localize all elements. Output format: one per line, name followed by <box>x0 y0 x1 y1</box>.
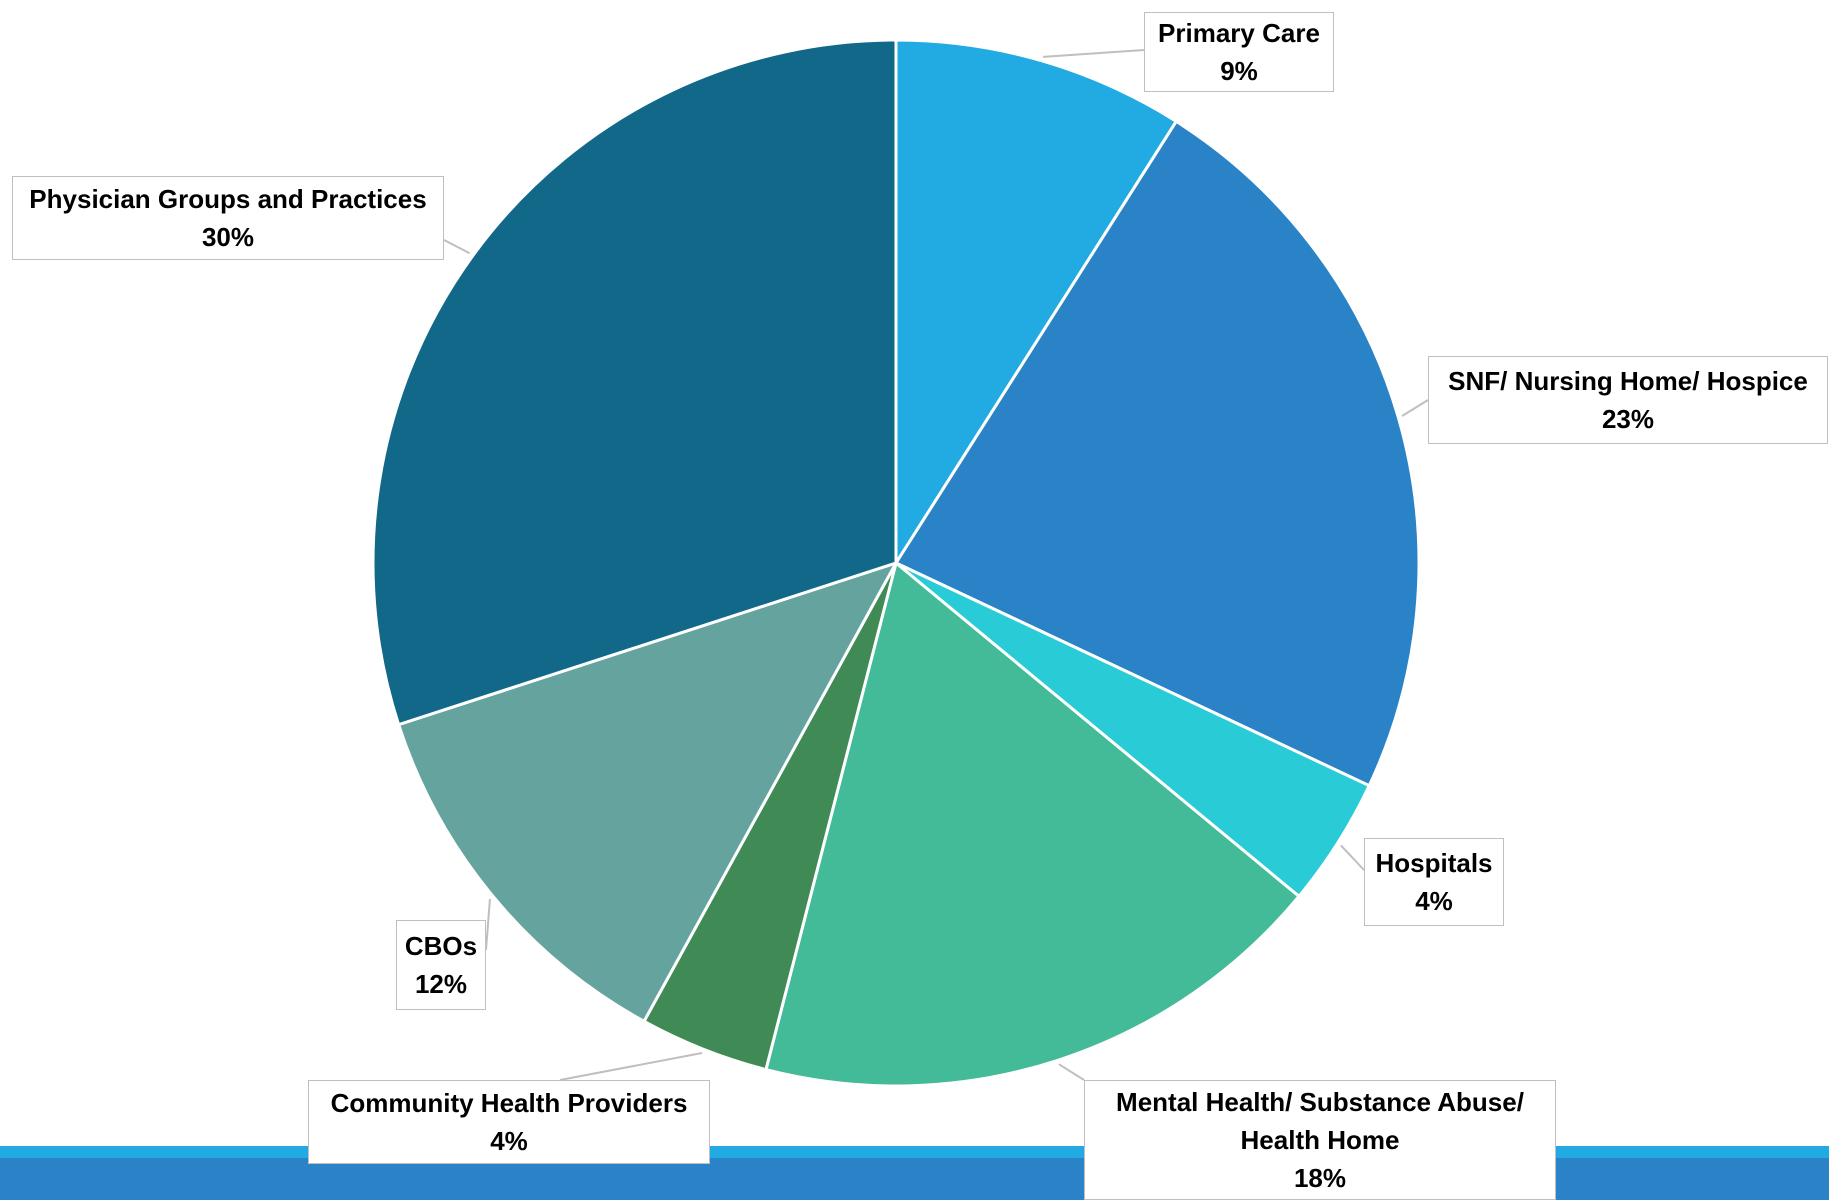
label-hospitals-name: Hospitals <box>1375 848 1493 878</box>
label-chp-name: Community Health Providers <box>330 1088 688 1118</box>
leader-line <box>485 898 491 951</box>
leader-line <box>1058 1063 1085 1081</box>
leader-line <box>559 1052 703 1081</box>
pie-slice-primary-care <box>894 38 1179 569</box>
label-mental-health-value: 18% <box>1293 1163 1347 1193</box>
label-physician-groups: Physician Groups and Practices 30% <box>12 176 444 260</box>
label-snf-name: SNF/ Nursing Home/ Hospice <box>1448 366 1808 396</box>
label-hospitals: Hospitals 4% <box>1364 838 1504 926</box>
pie-slice-snf-nursing-home-hospice <box>893 119 1421 788</box>
label-chp-value: 4% <box>490 1126 528 1156</box>
label-mental-health: Mental Health/ Substance Abuse/ Health H… <box>1084 1080 1556 1200</box>
leader-line <box>1042 49 1145 58</box>
leader-line <box>1401 399 1429 417</box>
label-cbos: CBOs 12% <box>396 920 486 1010</box>
label-mental-health-line1: Mental Health/ Substance Abuse/ <box>1116 1087 1524 1117</box>
leader-line <box>443 239 471 255</box>
label-snf-value: 23% <box>1601 404 1655 434</box>
label-community-health-providers: Community Health Providers 4% <box>308 1080 710 1164</box>
label-snf-nursing-home-hospice: SNF/ Nursing Home/ Hospice 23% <box>1428 356 1828 444</box>
label-primary-care-value: 9% <box>1220 56 1258 86</box>
pie-slice-cbos <box>396 560 900 1024</box>
label-cbos-value: 12% <box>414 969 468 999</box>
label-hospitals-value: 4% <box>1415 886 1453 916</box>
label-cbos-name: CBOs <box>404 931 478 961</box>
leader-line <box>1340 844 1365 871</box>
label-primary-care-name: Primary Care <box>1158 18 1320 48</box>
label-physician-groups-value: 30% <box>201 222 255 252</box>
label-primary-care: Primary Care 9% <box>1144 12 1334 92</box>
pie-slice-physician-groups-and-practices <box>371 38 898 727</box>
label-physician-groups-name: Physician Groups and Practices <box>29 184 427 214</box>
pie-slice-mental-health-substance-abuse-health-home <box>764 560 1302 1088</box>
label-mental-health-line2: Health Home <box>1240 1125 1400 1155</box>
